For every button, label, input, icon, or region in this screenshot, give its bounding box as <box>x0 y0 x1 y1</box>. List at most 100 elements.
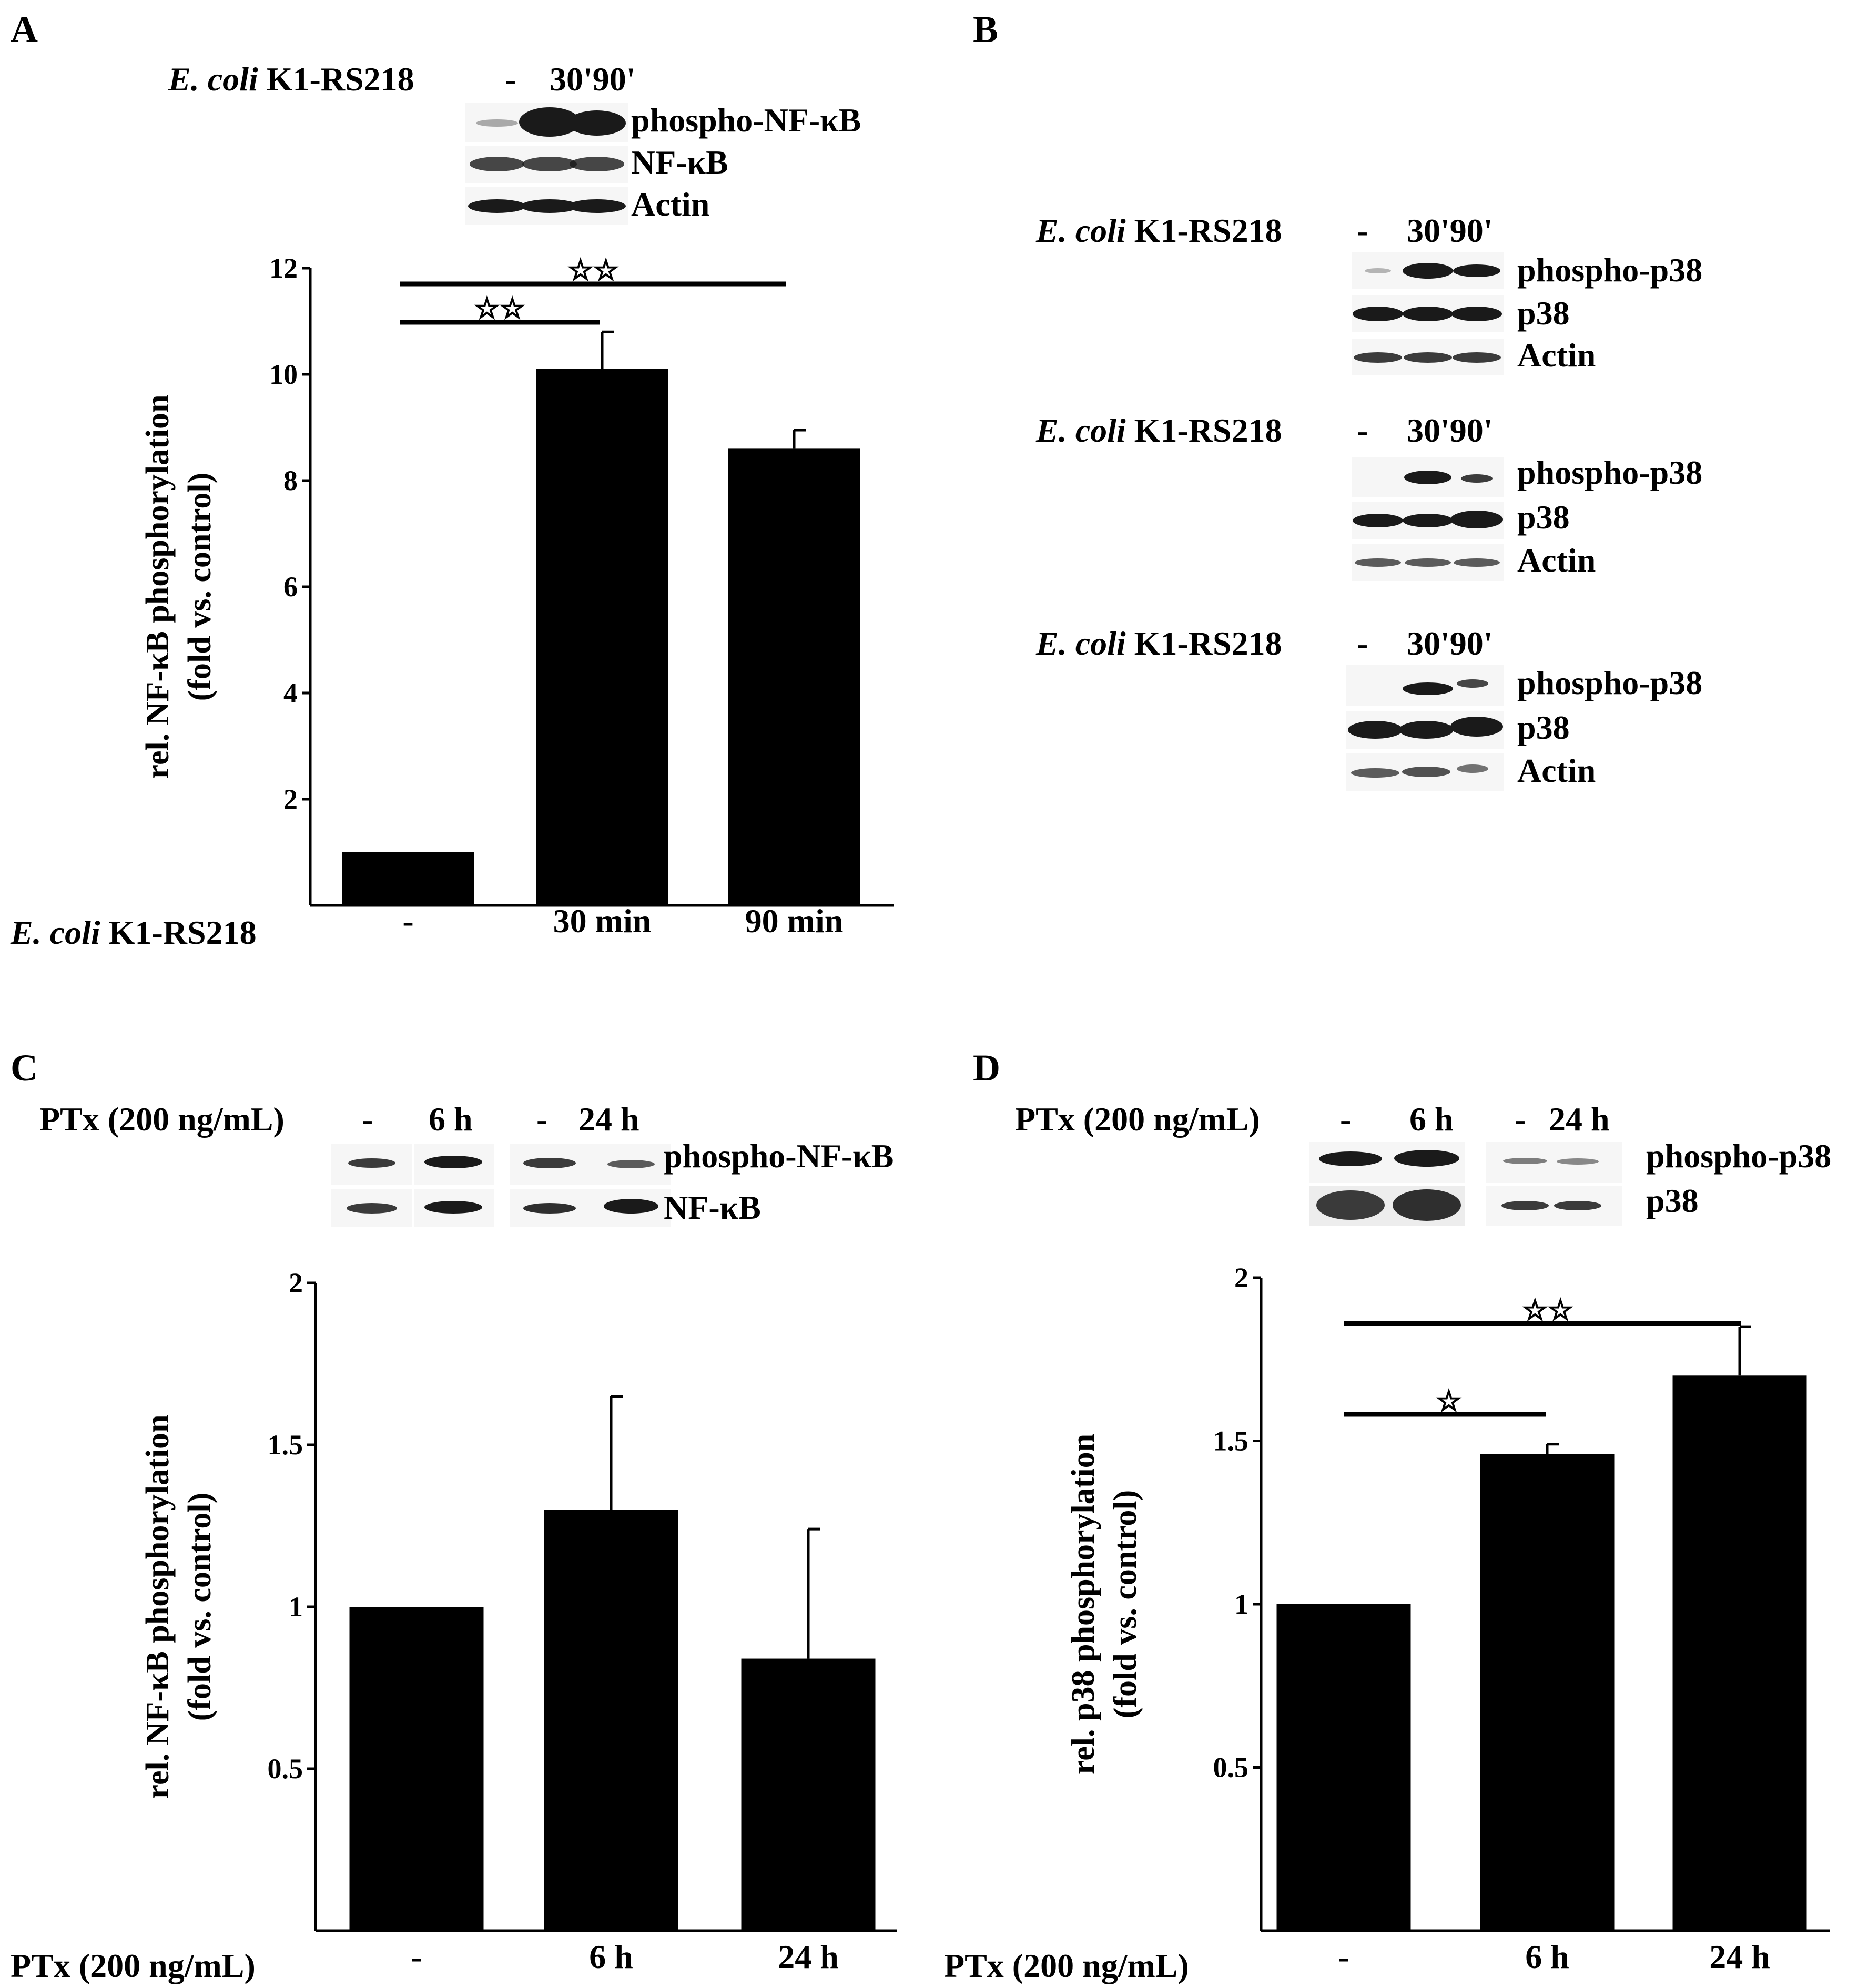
panel-a-bar-chart: 2 4 6 8 10 12 - 30 min 90 min rel. NF-κB phosphor… <box>140 252 894 940</box>
y-axis-label-line: rel. p38 phosphorylation <box>1065 1434 1101 1775</box>
y-tick-label: 8 <box>283 465 298 496</box>
blot-band <box>568 199 626 213</box>
y-tick-label: 1.5 <box>268 1429 303 1461</box>
x-category-label: 90 min <box>745 902 844 940</box>
y-axis-label-line: rel. NF-κB phosphorylation <box>140 1415 176 1799</box>
panel-a-letter: A <box>11 8 38 50</box>
blot-band <box>1353 307 1403 321</box>
y-tick-label: 0.5 <box>268 1753 303 1785</box>
panel-a-blot-label-2: NF-κB <box>631 144 728 181</box>
blot-band <box>1353 514 1403 527</box>
panel-b-blot-1-lane-control: - <box>1357 212 1368 249</box>
blot-band <box>1404 471 1451 484</box>
blot-band <box>1393 1189 1461 1221</box>
blot-band <box>348 1158 395 1168</box>
panel-b-blot-3-label-1: phospho-p38 <box>1517 664 1702 701</box>
panel-d-blot-label-1: phospho-p38 <box>1646 1137 1831 1175</box>
x-category-label: 6 h <box>589 1938 633 1975</box>
panel-d-blot <box>1309 1142 1622 1226</box>
panel-c-lane-1: - <box>362 1100 373 1138</box>
panel-c: C PTx (200 ng/mL) - 6 h - 24 h phospho-N… <box>11 1047 897 1984</box>
y-tick-label: 0.5 <box>1213 1752 1249 1783</box>
panel-d-blot-condition: PTx (200 ng/mL) <box>1015 1100 1260 1138</box>
blot-band <box>1404 352 1452 363</box>
panel-c-blot-label-2: NF-κB <box>664 1189 761 1226</box>
panel-d-x-title: PTx (200 ng/mL) <box>944 1947 1189 1984</box>
y-tick-label: 4 <box>283 677 298 709</box>
y-tick-label: 10 <box>269 359 298 390</box>
blot-band <box>1319 1151 1382 1166</box>
panel-a-x-title: E. coli K1-RS218 <box>10 914 257 951</box>
blot-band <box>1403 514 1453 527</box>
panel-a-y-axis-label: rel. NF-κB phosphorylation (fold vs. cont… <box>140 395 218 779</box>
panel-d-bar-chart: 0.5 1 1.5 2 - 6 h 24 h rel. p38 phosphorylation… <box>1065 1262 1830 1975</box>
blot-band <box>424 1156 482 1168</box>
panel-c-blot <box>331 1144 671 1227</box>
blot-band <box>519 107 580 137</box>
bar-1 <box>342 852 474 905</box>
blot-band <box>1461 474 1493 483</box>
blot-band <box>607 1160 655 1168</box>
blot-band <box>1457 764 1488 773</box>
panel-b-blot-3-label-2: p38 <box>1517 709 1570 746</box>
blot-band <box>1351 768 1399 778</box>
y-tick-label: 1.5 <box>1213 1425 1249 1457</box>
panel-b-blot-1-label-1: phospho-p38 <box>1517 251 1702 289</box>
bar-2 <box>536 369 668 905</box>
blot-band <box>1557 1158 1599 1165</box>
blot-band <box>1402 767 1450 777</box>
y-tick-label: 6 <box>283 571 298 603</box>
y-axis-label-line: rel. NF-κB phosphorylation <box>140 395 176 779</box>
panel-a-blot-condition: E. coli K1-RS218 <box>168 60 414 98</box>
y-tick-label: 1 <box>1234 1588 1248 1620</box>
panel-b: B E. coli K1-RS218 - 30'90' phospho-p38 … <box>973 8 1702 791</box>
panel-a-significance-stars-1: ☆☆ <box>568 254 619 286</box>
y-tick-label: 2 <box>283 783 298 815</box>
panel-a-blot <box>465 103 628 225</box>
panel-d: D PTx (200 ng/mL) - 6 h - 24 h phospho-p… <box>944 1047 1831 1984</box>
panel-b-blot-2-lane-control: - <box>1357 412 1368 449</box>
blot-band <box>1316 1190 1385 1220</box>
blot-band <box>1403 263 1453 279</box>
panel-b-blot-2-condition: E. coli K1-RS218 <box>1035 412 1282 449</box>
panel-b-blot-3-condition: E. coli K1-RS218 <box>1035 625 1282 662</box>
panel-b-blot-3-lane-times: 30'90' <box>1407 625 1493 662</box>
y-axis-label-line: (fold vs. control) <box>182 473 218 701</box>
panel-d-significance-stars-1: ☆☆ <box>1522 1294 1573 1326</box>
panel-b-blot-1: E. coli K1-RS218 - 30'90' phospho-p38 p3… <box>1035 212 1702 375</box>
panel-c-x-title: PTx (200 ng/mL) <box>11 1947 256 1984</box>
panel-a-lane-times: 30'90' <box>550 60 636 98</box>
bar-3 <box>1672 1375 1807 1931</box>
blot-band <box>1501 1201 1549 1210</box>
panel-d-lane-2: 6 h <box>1409 1100 1454 1138</box>
blot-band <box>523 1158 576 1168</box>
y-tick-label: 2 <box>1234 1262 1248 1293</box>
panel-a-blot-label-3: Actin <box>631 186 709 223</box>
x-category-label: - <box>1338 1938 1349 1975</box>
panel-c-blot-condition: PTx (200 ng/mL) <box>39 1100 285 1138</box>
panel-c-letter: C <box>11 1047 38 1089</box>
panel-d-letter: D <box>973 1047 1000 1089</box>
blot-band <box>347 1203 397 1214</box>
panel-a: A E. coli K1-RS218 - 30'90' phospho-NF-κ… <box>10 8 894 951</box>
panel-b-blot-1-label-3: Actin <box>1517 337 1596 374</box>
blot-band <box>1348 721 1403 739</box>
panel-d-significance-stars-2: ☆ <box>1436 1385 1461 1417</box>
blot-band <box>521 199 578 213</box>
x-category-label: - <box>402 902 413 940</box>
blot-band <box>1451 307 1502 321</box>
blot-band <box>568 110 626 136</box>
panel-b-blot-2-label-3: Actin <box>1517 542 1596 579</box>
blot-band <box>1354 352 1402 363</box>
bar-3 <box>741 1658 876 1931</box>
blot-band <box>1403 682 1453 695</box>
blot-band <box>1394 1150 1459 1167</box>
y-tick-label: 2 <box>289 1267 303 1299</box>
panel-b-blot-1-label-2: p38 <box>1517 294 1570 332</box>
blot-band <box>1405 558 1451 567</box>
blot-band <box>1365 268 1391 273</box>
panel-c-lane-4: 24 h <box>578 1100 639 1138</box>
panel-d-lane-1: - <box>1340 1100 1351 1138</box>
panel-b-blot-3: E. coli K1-RS218 - 30'90' phospho-p38 p3… <box>1035 625 1702 791</box>
blot-band <box>470 157 524 171</box>
